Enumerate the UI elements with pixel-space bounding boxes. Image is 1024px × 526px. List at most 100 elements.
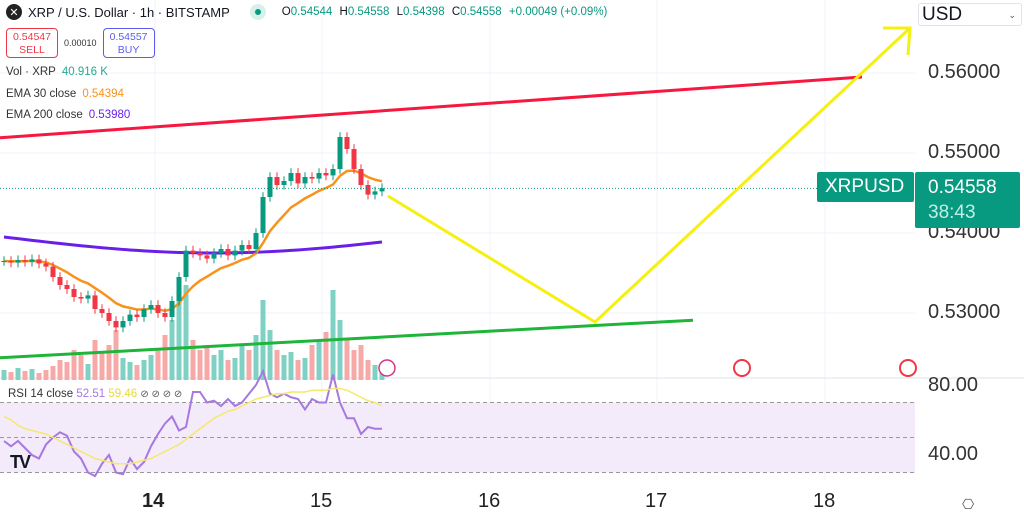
hidden-input-icons: ⊘ ⊘ ⊘ ⊘	[140, 389, 183, 400]
volume-bar	[85, 364, 91, 380]
volume-bar	[330, 290, 336, 380]
candle-body	[162, 313, 168, 317]
volume-bar	[239, 345, 245, 380]
volume-bar	[57, 360, 63, 380]
sell-button[interactable]: 0.54547 SELL	[6, 28, 58, 58]
candle-body	[64, 285, 70, 289]
us-flag-event-icon	[899, 359, 917, 377]
volume-bar	[302, 358, 308, 380]
candle-body	[218, 249, 224, 253]
candle-body	[323, 173, 329, 176]
candle-body	[274, 177, 280, 185]
symbol-price-label: XRPUSD	[817, 172, 914, 202]
candle-body	[155, 305, 161, 313]
rsi-line	[3, 368, 382, 478]
candle-body	[253, 233, 259, 249]
price-tick: 0.55000	[928, 141, 1001, 163]
symbol-title[interactable]: XRP / U.S. Dollar · 1h · BITSTAMP	[28, 4, 230, 20]
candle-body	[295, 173, 301, 184]
bar-countdown: 38:43	[928, 202, 976, 223]
settings-icon[interactable]: ⎔	[962, 496, 975, 512]
currency-select[interactable]: USD ⌄	[918, 3, 1022, 26]
trade-panel: 0.54547 SELL 0.00010 0.54557 BUY	[6, 28, 155, 58]
candle-body	[71, 289, 77, 297]
volume-bar	[295, 360, 301, 380]
tradingview-logo[interactable]: TV	[10, 452, 31, 472]
volume-bar	[281, 355, 287, 380]
candle-body	[15, 260, 21, 263]
candle-body	[337, 137, 343, 169]
volume-bar	[211, 355, 217, 380]
time-tick: 14	[142, 490, 165, 512]
candle-body	[309, 177, 315, 179]
lightning-event-icon	[378, 359, 396, 377]
candle-body	[330, 169, 336, 176]
candle-body	[302, 177, 308, 184]
volume-bar	[372, 365, 378, 380]
candle-body	[267, 177, 273, 197]
candle-body	[78, 297, 84, 299]
rsi-tick: 40.00	[928, 443, 979, 465]
volume-bar	[176, 300, 182, 380]
rsi-legend[interactable]: RSI 14 close 52.51 59.46 ⊘ ⊘ ⊘ ⊘	[6, 387, 185, 401]
us-flag-event-icon	[733, 359, 751, 377]
time-tick: 17	[645, 490, 668, 512]
volume-bar	[120, 358, 126, 380]
candle-body	[288, 173, 294, 181]
buy-button[interactable]: 0.54557 BUY	[102, 28, 155, 58]
change-value: +0.00049 (+0.09%)	[508, 6, 608, 18]
candle-body	[43, 263, 49, 267]
candle-body	[85, 295, 91, 299]
support-trendline	[0, 318, 694, 360]
volume-bar	[64, 362, 70, 380]
ema200-legend[interactable]: EMA 200 close 0.53980	[6, 109, 131, 121]
candle-body	[50, 266, 56, 277]
volume-bar	[92, 340, 98, 380]
candle-body	[239, 245, 245, 251]
ema30-line	[3, 169, 383, 313]
candle-body	[141, 309, 147, 317]
volume-bar	[358, 345, 364, 380]
volume-legend[interactable]: Vol · XRP 40.916 K	[6, 66, 108, 78]
candle-body	[22, 260, 28, 262]
volume-bar	[246, 350, 252, 380]
time-tick: 18	[813, 490, 836, 512]
volume-bar	[29, 369, 35, 380]
volume-bar	[36, 373, 42, 380]
volume-bar	[232, 358, 238, 380]
candle-body	[169, 301, 175, 317]
candle-body	[106, 313, 112, 321]
candle-body	[232, 250, 238, 256]
candle-body	[204, 255, 210, 259]
market-status-icon[interactable]	[249, 4, 266, 20]
time-tick: 16	[478, 490, 501, 512]
price-tick: 0.53000	[928, 301, 1001, 323]
candle-body	[358, 169, 364, 185]
candle-body	[29, 259, 35, 262]
candle-body	[211, 253, 217, 259]
volume-bar	[253, 335, 259, 380]
candle-body	[1, 261, 7, 262]
candle-body	[197, 253, 203, 256]
rsi-tick: 80.00	[928, 374, 979, 396]
rsi-ma-line	[3, 387, 383, 465]
candle-body	[246, 245, 252, 249]
candle-body	[148, 305, 154, 309]
ema30-legend[interactable]: EMA 30 close 0.54394	[6, 88, 124, 100]
candle-body	[344, 137, 350, 149]
ohlc-values: O0.54544 H0.54558 L0.54398 C0.54558 +0.0…	[281, 6, 608, 18]
volume-bar	[344, 340, 350, 380]
candle-body	[8, 261, 14, 263]
volume-bar	[127, 362, 133, 380]
volume-bar	[309, 345, 315, 380]
volume-bar	[197, 350, 203, 380]
volume-bar	[267, 330, 273, 380]
candle-body	[36, 259, 42, 264]
volume-bar	[78, 355, 84, 380]
volume-bar	[148, 355, 154, 380]
projection-path	[387, 26, 912, 324]
volume-bar	[50, 366, 56, 380]
volume-bar	[351, 350, 357, 380]
price-tick: 0.56000	[928, 61, 1001, 83]
